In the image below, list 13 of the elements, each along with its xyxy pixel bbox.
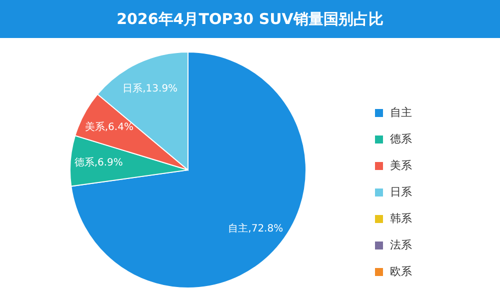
data-label: 德系,6.9% <box>74 156 123 169</box>
legend-label: 韩系 <box>390 212 412 226</box>
legend-label: 欧系 <box>390 265 412 278</box>
data-label: 美系,6.4% <box>84 121 134 134</box>
pie-slice <box>70 52 306 288</box>
legend-label: 法系 <box>390 238 412 252</box>
data-label: 自主,72.8% <box>228 222 284 235</box>
data-label: 日系,13.9% <box>122 82 178 94</box>
chart-title: 2026年4月TOP30 SUV销量国别占比 <box>116 10 384 28</box>
legend-label: 自主 <box>390 106 412 120</box>
legend-label: 美系 <box>390 159 412 172</box>
legend-label: 日系 <box>390 186 412 199</box>
legend-label: 德系 <box>390 132 412 146</box>
